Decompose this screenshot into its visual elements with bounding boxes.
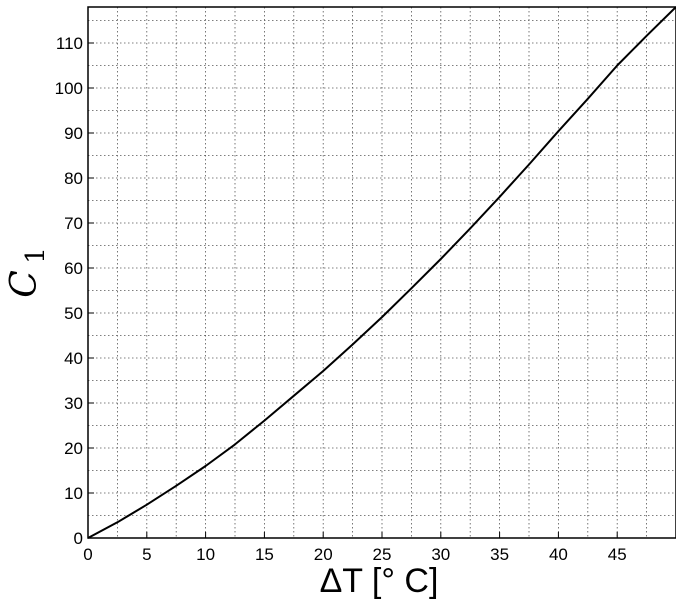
x-tick-label: 15: [255, 545, 274, 564]
y-tick-label: 10: [64, 484, 83, 503]
x-tick-label: 40: [549, 545, 568, 564]
x-tick-label: 45: [608, 545, 627, 564]
x-tick-label: 20: [314, 545, 333, 564]
y-axis-label-subscript: 1: [21, 247, 51, 264]
grid: [88, 7, 676, 538]
y-tick-label: 70: [64, 214, 83, 233]
x-axis-label: ΔT [° C]: [320, 562, 439, 600]
x-tick-label: 0: [83, 545, 92, 564]
x-tick-label: 30: [431, 545, 450, 564]
x-tick-label: 10: [196, 545, 215, 564]
series-layer: [87, 6, 676, 539]
x-tick-label: 25: [373, 545, 392, 564]
y-axis-label-main: C: [4, 270, 45, 298]
y-tick-label: 50: [64, 304, 83, 323]
y-tick-label: 60: [64, 259, 83, 278]
x-tick-label: 5: [142, 545, 151, 564]
x-axis-ticks: 0 5 10 15 20 25 30 35 40 45: [83, 532, 627, 564]
y-tick-label: 20: [64, 439, 83, 458]
y-tick-label: 110: [56, 34, 83, 53]
y-tick-label: 40: [64, 349, 83, 368]
y-tick-label: 100: [55, 79, 83, 98]
y-tick-label: 90: [64, 124, 83, 143]
y-axis-label: C 1: [4, 247, 51, 298]
x-tick-label: 35: [490, 545, 509, 564]
y-axis-ticks: 0 10 20 30 40 50 60 70 80 90 100 110: [55, 34, 94, 548]
y-tick-label: 0: [74, 529, 83, 548]
y-tick-label: 30: [64, 394, 83, 413]
series-line-0: [87, 6, 676, 539]
y-tick-label: 80: [64, 169, 83, 188]
